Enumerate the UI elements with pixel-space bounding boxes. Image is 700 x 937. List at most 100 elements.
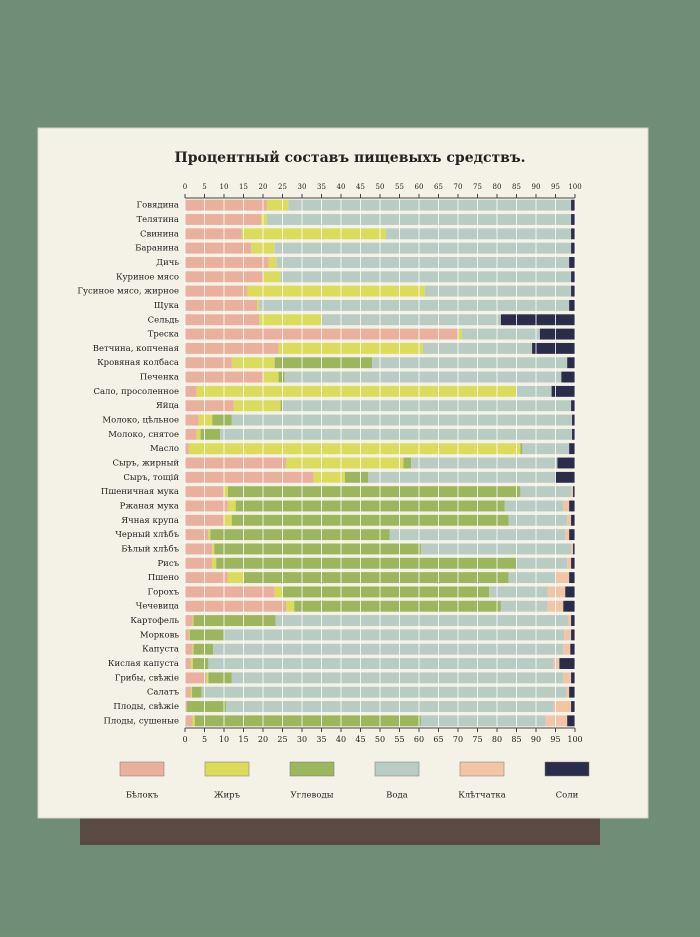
bar-segment <box>569 500 575 512</box>
bar-segment <box>555 572 570 584</box>
bar-segment <box>185 199 267 211</box>
bar-segment <box>282 586 490 598</box>
x-tick-label: 40 <box>336 735 346 744</box>
bar-segment <box>489 586 548 598</box>
category-label: Щука <box>154 301 179 311</box>
category-label: Пшеничная мука <box>101 487 179 497</box>
bar-segment <box>208 658 554 669</box>
bar-segment <box>573 543 575 555</box>
category-label: Свинина <box>140 229 179 239</box>
x-tick-label: 55 <box>394 735 404 744</box>
bar-segment <box>185 715 193 727</box>
bar-segment <box>570 643 575 655</box>
bar-segment <box>261 214 267 225</box>
bar-segment <box>504 500 564 512</box>
x-tick-label: 10 <box>220 183 229 191</box>
bar-segment <box>563 600 575 612</box>
bar-segment <box>212 414 232 426</box>
category-label: Ржаная мука <box>120 501 179 511</box>
x-tick-label: 85 <box>511 735 521 744</box>
bar-segment <box>567 514 572 526</box>
bar-segment <box>268 257 277 268</box>
x-tick-label: 70 <box>454 183 463 191</box>
category-label: Телятина <box>136 215 179 225</box>
category-label: Гусиное мясо, жирное <box>77 287 179 297</box>
bar-segment <box>571 543 574 555</box>
bar-segment <box>565 586 575 598</box>
category-label: Бѣлый хлѣбъ <box>121 543 179 554</box>
legend-label: Жиръ <box>214 791 241 801</box>
x-tick-label: 60 <box>415 183 424 191</box>
bar-segment <box>185 629 189 641</box>
bar-segment <box>193 615 276 627</box>
category-label: Сыръ, тощій <box>123 473 179 483</box>
bar-segment <box>567 715 575 727</box>
legend-label: Вода <box>386 791 408 801</box>
category-label: Картофель <box>130 616 179 626</box>
x-tick-label: 25 <box>278 183 287 191</box>
bar-segment <box>259 314 322 326</box>
bar-segment <box>192 615 194 627</box>
bar-segment <box>212 557 217 569</box>
bar-segment <box>200 428 221 440</box>
bar-segment <box>571 557 575 569</box>
bar-segment <box>571 615 575 627</box>
bar-segment <box>196 428 201 440</box>
bar-segment <box>192 658 209 669</box>
bar-segment <box>420 543 572 555</box>
bar-segment <box>201 686 567 698</box>
category-label: Баранина <box>135 244 179 254</box>
bar-segment <box>564 629 572 641</box>
category-label: Ячная крупа <box>121 516 179 526</box>
category-label: Рисъ <box>157 559 179 569</box>
bar-segment <box>286 457 404 469</box>
bar-segment <box>280 400 283 412</box>
category-label: Горохъ <box>147 587 179 597</box>
bar-segment <box>500 600 548 612</box>
bar-segment <box>231 514 509 526</box>
bar-segment <box>573 486 575 498</box>
bar-segment <box>572 414 575 426</box>
bar-segment <box>194 715 421 727</box>
bar-segment <box>190 686 193 698</box>
bar-segment <box>520 443 523 455</box>
bar-segment <box>185 342 279 354</box>
x-tick-label: 70 <box>453 735 463 744</box>
bar-segment <box>368 471 556 483</box>
x-tick-label: 10 <box>219 735 229 744</box>
x-tick-label: 65 <box>433 735 443 744</box>
bar-segment <box>220 428 573 440</box>
bar-segment <box>227 500 236 512</box>
bar-segment <box>571 486 574 498</box>
bar-segment <box>192 686 202 698</box>
bar-segment <box>206 672 209 684</box>
bar-segment <box>539 328 575 340</box>
bar-segment <box>185 257 269 268</box>
bar-segment <box>508 514 568 526</box>
bar-segment <box>231 414 573 426</box>
bar-segment <box>557 457 575 469</box>
category-label: Сельдь <box>148 315 180 325</box>
bar-segment <box>571 701 575 712</box>
bar-segment <box>185 357 232 369</box>
x-tick-label: 20 <box>258 735 268 744</box>
x-tick-label: 30 <box>298 183 307 191</box>
legend-swatch <box>119 761 165 777</box>
bar-segment <box>185 686 191 698</box>
bar-segment <box>563 672 572 684</box>
bar-segment <box>569 686 575 698</box>
bar-segment <box>522 443 570 455</box>
bar-segment <box>185 214 262 225</box>
bar-segment <box>185 314 260 326</box>
category-label: Кровяная колбаса <box>97 357 179 368</box>
bar-segment <box>278 371 285 383</box>
bar-segment <box>567 615 572 627</box>
x-tick-label: 15 <box>239 183 248 191</box>
bar-segment <box>185 414 199 426</box>
bar-segment <box>214 543 421 555</box>
category-label: Дичь <box>156 258 179 268</box>
bar-segment <box>321 314 501 326</box>
bar-segment <box>571 285 575 297</box>
bar-segment <box>263 371 279 383</box>
